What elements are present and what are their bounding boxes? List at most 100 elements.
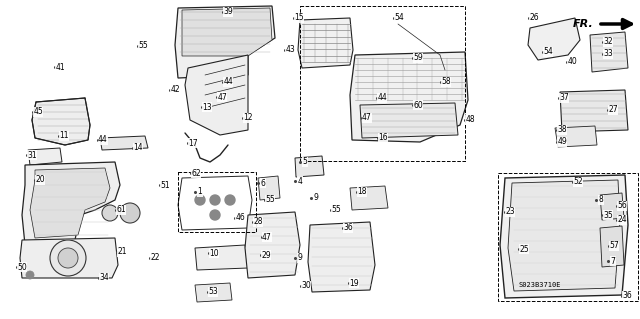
Text: 48: 48 [465,115,475,124]
Text: 32: 32 [603,38,613,47]
Text: FR.: FR. [573,19,594,29]
Text: 30: 30 [301,281,311,291]
Text: 42: 42 [170,85,180,94]
Text: 56: 56 [617,202,627,211]
Text: 44: 44 [377,93,387,102]
Text: 58: 58 [441,78,451,86]
Text: 57: 57 [609,241,619,250]
Polygon shape [185,55,248,135]
Text: 18: 18 [357,188,367,197]
Text: 27: 27 [608,106,618,115]
Text: 9: 9 [314,194,319,203]
Text: 6: 6 [260,179,266,188]
Circle shape [50,240,86,276]
Text: 16: 16 [378,133,388,143]
Polygon shape [22,162,120,245]
Polygon shape [20,238,118,278]
Text: 10: 10 [209,249,219,257]
Bar [178,172,256,232]
Polygon shape [528,18,580,60]
Circle shape [210,210,220,220]
Polygon shape [555,126,597,147]
Circle shape [102,205,118,221]
Text: 8: 8 [598,196,604,204]
Text: 14: 14 [133,144,143,152]
Text: 59: 59 [413,54,423,63]
Polygon shape [308,222,375,292]
Text: 36: 36 [622,292,632,300]
Polygon shape [350,186,388,210]
Text: 55: 55 [265,196,275,204]
Text: 20: 20 [35,175,45,184]
Text: 15: 15 [294,13,304,23]
Text: 47: 47 [217,93,227,101]
Text: 9: 9 [298,254,303,263]
Text: 40: 40 [567,57,577,66]
Polygon shape [258,176,280,200]
Circle shape [210,195,220,205]
Text: 11: 11 [60,131,68,140]
Text: 54: 54 [543,48,553,56]
Text: 13: 13 [202,102,212,112]
Text: 47: 47 [262,233,272,241]
Circle shape [58,248,78,268]
Text: 17: 17 [188,138,198,147]
Text: 29: 29 [261,250,271,259]
Text: 38: 38 [557,125,567,135]
Text: 4: 4 [298,176,303,186]
Text: 45: 45 [33,108,43,116]
Polygon shape [298,18,353,68]
Text: 19: 19 [349,278,359,287]
Text: 37: 37 [559,93,569,102]
Circle shape [195,195,205,205]
Text: 53: 53 [208,287,218,296]
Text: 50: 50 [17,263,27,271]
Bar [300,6,465,161]
Polygon shape [560,90,628,132]
Text: 26: 26 [529,13,539,23]
Text: 34: 34 [99,273,109,283]
Text: 61: 61 [116,205,126,214]
Text: 62: 62 [191,168,201,177]
Text: 5: 5 [303,158,307,167]
Polygon shape [195,245,248,270]
Circle shape [26,271,34,279]
Text: 60: 60 [413,100,423,109]
Text: 28: 28 [253,218,263,226]
Polygon shape [350,52,468,142]
Text: 44: 44 [98,136,108,145]
Circle shape [120,203,140,223]
Text: 52: 52 [573,177,583,187]
Polygon shape [295,156,324,177]
Text: 24: 24 [617,216,627,225]
Text: 12: 12 [243,114,253,122]
Text: 25: 25 [519,244,529,254]
Text: 21: 21 [117,248,127,256]
Text: 46: 46 [235,213,245,222]
Circle shape [225,195,235,205]
Polygon shape [600,193,624,220]
Text: 36: 36 [343,224,353,233]
Text: 47: 47 [362,114,372,122]
Polygon shape [590,32,628,72]
Text: 35: 35 [603,211,613,219]
Text: S023B3710E: S023B3710E [519,282,561,288]
Polygon shape [182,8,272,56]
Text: 55: 55 [331,205,341,214]
Polygon shape [100,136,148,150]
Polygon shape [28,148,62,165]
Polygon shape [600,226,624,267]
Text: 39: 39 [223,8,233,17]
Polygon shape [195,283,232,302]
Polygon shape [32,98,90,145]
Text: 7: 7 [611,256,616,265]
Polygon shape [500,175,628,298]
Polygon shape [508,180,620,291]
Bar [498,173,638,301]
Text: 41: 41 [55,63,65,71]
Text: 51: 51 [160,181,170,189]
Text: 33: 33 [603,49,613,58]
Polygon shape [245,212,300,278]
Text: 54: 54 [394,13,404,23]
Polygon shape [30,168,110,238]
